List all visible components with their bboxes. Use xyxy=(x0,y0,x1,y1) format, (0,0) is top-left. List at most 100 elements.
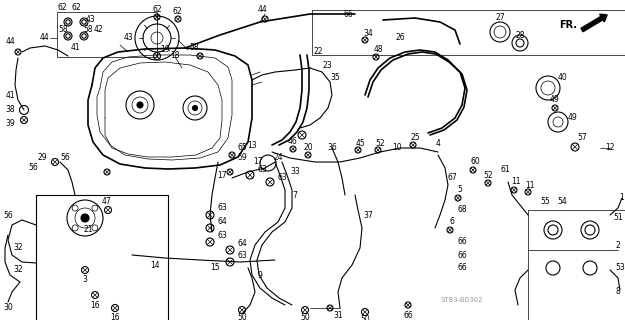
Text: 27: 27 xyxy=(495,12,505,21)
Text: 43: 43 xyxy=(85,15,95,25)
Text: 26: 26 xyxy=(395,34,405,43)
Text: 40: 40 xyxy=(557,74,567,83)
Text: 50: 50 xyxy=(300,314,310,320)
Text: 17: 17 xyxy=(217,171,227,180)
Text: 63: 63 xyxy=(277,173,287,182)
Text: 14: 14 xyxy=(150,260,160,269)
Text: 59: 59 xyxy=(237,154,247,163)
Text: 63: 63 xyxy=(257,165,267,174)
Text: 15: 15 xyxy=(210,263,220,273)
Text: 1: 1 xyxy=(619,193,624,202)
Text: 23: 23 xyxy=(322,60,332,69)
Text: 52: 52 xyxy=(483,171,493,180)
Text: 6: 6 xyxy=(449,218,454,227)
Text: 31: 31 xyxy=(333,311,342,320)
Text: 61: 61 xyxy=(500,165,510,174)
Text: 64: 64 xyxy=(217,218,227,227)
Text: 20: 20 xyxy=(303,143,313,153)
Text: 41: 41 xyxy=(5,91,15,100)
Text: 58: 58 xyxy=(83,26,93,35)
Text: 28: 28 xyxy=(515,30,525,39)
Text: 64: 64 xyxy=(237,238,247,247)
Text: 63: 63 xyxy=(217,204,227,212)
Circle shape xyxy=(81,214,89,222)
Text: 10: 10 xyxy=(392,143,402,153)
Text: 42: 42 xyxy=(93,26,103,35)
Text: 29: 29 xyxy=(38,154,47,163)
Text: 49: 49 xyxy=(567,114,577,123)
Text: 66: 66 xyxy=(457,263,467,273)
Text: 3: 3 xyxy=(82,276,88,284)
Text: 44: 44 xyxy=(258,5,268,14)
Text: 55: 55 xyxy=(540,197,550,206)
Text: 44: 44 xyxy=(39,34,49,43)
Text: 49: 49 xyxy=(550,95,560,105)
Text: 66: 66 xyxy=(457,251,467,260)
Text: 41: 41 xyxy=(70,44,80,52)
Text: 47: 47 xyxy=(102,197,112,206)
Text: 62: 62 xyxy=(71,4,81,12)
Text: 17: 17 xyxy=(253,157,263,166)
Text: 25: 25 xyxy=(410,133,420,142)
Text: 2: 2 xyxy=(616,241,621,250)
Text: 50: 50 xyxy=(360,316,370,320)
Text: 46: 46 xyxy=(287,138,297,147)
Text: 60: 60 xyxy=(470,157,480,166)
FancyArrow shape xyxy=(581,14,607,32)
Text: 11: 11 xyxy=(525,180,535,189)
Text: 38: 38 xyxy=(5,106,15,115)
Text: 62: 62 xyxy=(173,7,182,17)
Text: 62: 62 xyxy=(58,4,67,12)
Text: 32: 32 xyxy=(13,266,23,275)
Bar xyxy=(57,12,157,57)
Text: 16: 16 xyxy=(90,300,100,309)
Text: 56: 56 xyxy=(28,164,38,172)
Text: 63: 63 xyxy=(237,251,247,260)
Bar xyxy=(36,195,168,320)
Text: 53: 53 xyxy=(615,263,625,273)
Text: 63: 63 xyxy=(217,230,227,239)
Text: 56: 56 xyxy=(60,154,70,163)
Text: 67: 67 xyxy=(447,173,457,182)
Text: ST83-B0302: ST83-B0302 xyxy=(441,297,483,303)
Text: 9: 9 xyxy=(258,270,262,279)
Text: 58: 58 xyxy=(58,25,68,34)
Text: 18: 18 xyxy=(170,51,180,60)
Text: 45: 45 xyxy=(355,139,365,148)
Text: 30: 30 xyxy=(3,303,13,313)
Text: 21: 21 xyxy=(83,226,92,235)
Text: 19: 19 xyxy=(160,44,170,53)
Text: 57: 57 xyxy=(577,133,587,142)
Text: 5: 5 xyxy=(458,186,462,195)
Text: 68: 68 xyxy=(458,205,467,214)
Text: 24: 24 xyxy=(273,154,282,163)
Text: 65: 65 xyxy=(237,143,247,153)
Text: FR.: FR. xyxy=(559,20,577,30)
Text: 35: 35 xyxy=(330,74,340,83)
Text: 51: 51 xyxy=(613,213,622,222)
Text: 54: 54 xyxy=(557,197,567,206)
Text: 66: 66 xyxy=(457,237,467,246)
Text: 66: 66 xyxy=(403,310,413,319)
Text: 37: 37 xyxy=(363,211,373,220)
Text: 66: 66 xyxy=(343,10,353,19)
Text: 13: 13 xyxy=(248,140,257,149)
Circle shape xyxy=(192,106,198,110)
Circle shape xyxy=(137,102,143,108)
Text: 43: 43 xyxy=(123,34,133,43)
Text: 48: 48 xyxy=(373,45,382,54)
Text: 52: 52 xyxy=(375,139,385,148)
Text: 62: 62 xyxy=(152,5,162,14)
Text: 8: 8 xyxy=(616,287,621,297)
Text: 33: 33 xyxy=(290,167,300,177)
Text: 4: 4 xyxy=(436,139,441,148)
Text: 32: 32 xyxy=(13,244,23,252)
Text: 34: 34 xyxy=(363,28,373,37)
Text: 39: 39 xyxy=(5,118,15,127)
Text: 7: 7 xyxy=(292,190,297,199)
Text: 44: 44 xyxy=(5,37,15,46)
Text: 36: 36 xyxy=(327,143,337,153)
Text: 22: 22 xyxy=(313,47,322,57)
Text: 12: 12 xyxy=(605,143,615,153)
Text: 16: 16 xyxy=(110,314,120,320)
